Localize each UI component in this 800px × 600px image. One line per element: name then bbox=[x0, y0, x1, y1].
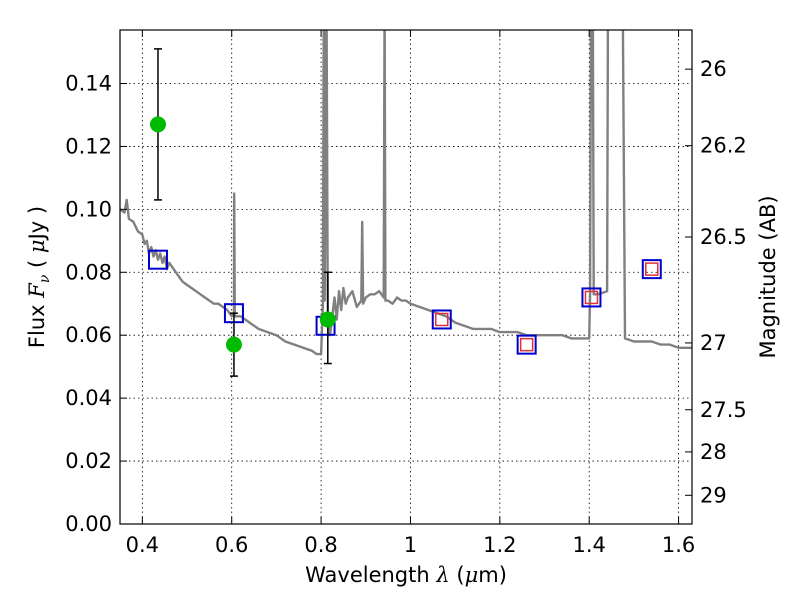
plot-frame bbox=[119, 29, 693, 525]
x-axis-title: Wavelength λ (μm) bbox=[305, 563, 507, 587]
x-tick-label: 0.6 bbox=[215, 533, 248, 557]
y2-tick-label: 28 bbox=[700, 440, 727, 464]
x-tick-label: 0.8 bbox=[304, 533, 337, 557]
inner-square bbox=[435, 312, 449, 327]
x-tick-label: 1 bbox=[404, 533, 417, 557]
y2-tick-label: 27.5 bbox=[700, 398, 747, 422]
y2-tick-label: 26.5 bbox=[700, 225, 747, 249]
y-tick-label: 0.12 bbox=[65, 134, 112, 158]
x-tick-label: 0.4 bbox=[126, 533, 159, 557]
x-tick-label: 1.6 bbox=[662, 533, 695, 557]
observed-flux-point bbox=[149, 116, 166, 133]
y-tick-label: 0.02 bbox=[65, 449, 112, 473]
model-band-square bbox=[581, 287, 602, 308]
model-band-square bbox=[147, 249, 168, 270]
inner-square bbox=[584, 290, 599, 305]
x-tick-label: 1.4 bbox=[573, 533, 606, 557]
y2-tick-label: 26 bbox=[700, 57, 727, 81]
plot-area bbox=[120, 30, 692, 377]
model-band-square bbox=[431, 309, 452, 330]
observed-flux-point bbox=[225, 336, 242, 353]
tick-labels: 0.4 0.6 0.8 1 1.2 1.4 1.6 0.00 0.02 0.04 0.06 0.08 0… bbox=[65, 57, 747, 557]
y-tick-label: 0.10 bbox=[65, 197, 112, 221]
y-tick-label: 0.00 bbox=[65, 512, 112, 536]
y-tick-label: 0.04 bbox=[65, 386, 112, 410]
y-tick-label: 0.08 bbox=[65, 260, 112, 284]
y2-tick-label: 26.2 bbox=[700, 134, 747, 158]
inner-square bbox=[645, 262, 659, 276]
model-spectrum-line bbox=[120, 30, 692, 356]
observed-flux-point bbox=[319, 311, 336, 328]
model-band-square bbox=[641, 259, 662, 280]
y-axis-title: Flux Fν ( μJy ) bbox=[25, 206, 53, 348]
y-tick-label: 0.06 bbox=[65, 323, 112, 347]
y2-tick-label: 27 bbox=[700, 331, 727, 355]
x-tick-label: 1.2 bbox=[483, 533, 516, 557]
y-tick-label: 0.14 bbox=[65, 71, 112, 95]
inner-square bbox=[519, 337, 534, 352]
y2-axis-title: Magnitude (AB) bbox=[756, 195, 780, 358]
model-band-square bbox=[516, 334, 537, 355]
y2-tick-label: 29 bbox=[700, 483, 727, 507]
